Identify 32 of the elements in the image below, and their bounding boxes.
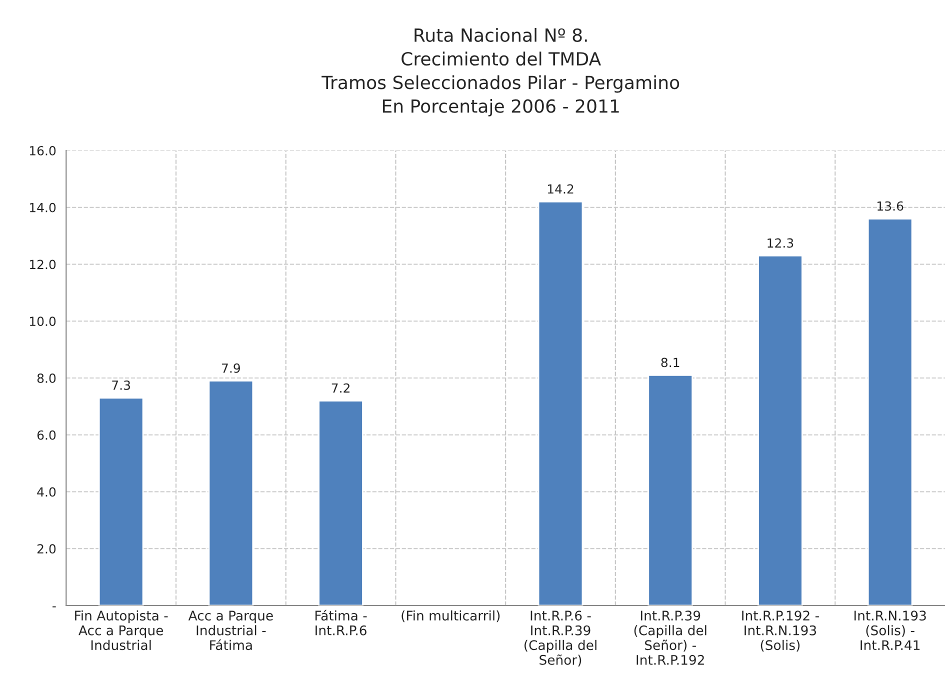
x-tick-label: Int.R.P.6 - Int.R.P.39 (Capilla del Señor) <box>524 610 596 666</box>
y-tick-label: 12.0 <box>30 260 56 270</box>
bar <box>318 400 364 606</box>
y-tick-label: 10.0 <box>30 316 56 326</box>
bar <box>648 374 694 606</box>
x-tick-label: Int.R.P.192 - Int.R.N.193 (Solis) <box>742 610 819 652</box>
x-tick-label: Fin Autopista - Acc a Parque Industrial <box>75 610 168 650</box>
chart-title: Ruta Nacional Nº 8. Crecimiento del TMDA Tramos Seleccionados Pilar - Pergamino En Porcentaje 2006 - 2011 <box>322 28 680 116</box>
data-label: 7.2 <box>332 383 350 393</box>
data-label: 8.1 <box>661 358 680 368</box>
y-tick-label: 8.0 <box>37 373 56 383</box>
x-tick-label: Acc a Parque Industrial - Fátima <box>188 610 273 650</box>
data-label: 14.2 <box>548 184 574 194</box>
data-label: 13.6 <box>878 201 904 211</box>
data-label: 7.9 <box>222 363 240 373</box>
x-tick-label: (Fin multicarril) <box>402 610 500 622</box>
x-tick-label: Fátima - Int.R.P.6 <box>315 610 367 636</box>
bar <box>758 255 803 606</box>
y-tick-label: 2.0 <box>37 544 56 554</box>
data-label: 7.3 <box>112 380 130 390</box>
y-tick-label: 14.0 <box>30 202 56 212</box>
bar <box>867 218 913 606</box>
x-tick-label: Int.R.N.193 (Solis) - Int.R.P.41 <box>854 610 926 650</box>
bar <box>538 200 584 606</box>
x-tick-label: Int.R.P.39 (Capilla del Señor) - Int.R.P.192 <box>634 610 706 665</box>
y-tick-label: 6.0 <box>37 430 56 440</box>
bar <box>208 380 254 606</box>
bar <box>98 397 144 606</box>
y-tick-label: 4.0 <box>37 487 56 497</box>
y-tick-label: 16.0 <box>30 146 56 156</box>
y-tick-label: - <box>52 606 56 608</box>
data-label: 12.3 <box>768 238 794 248</box>
